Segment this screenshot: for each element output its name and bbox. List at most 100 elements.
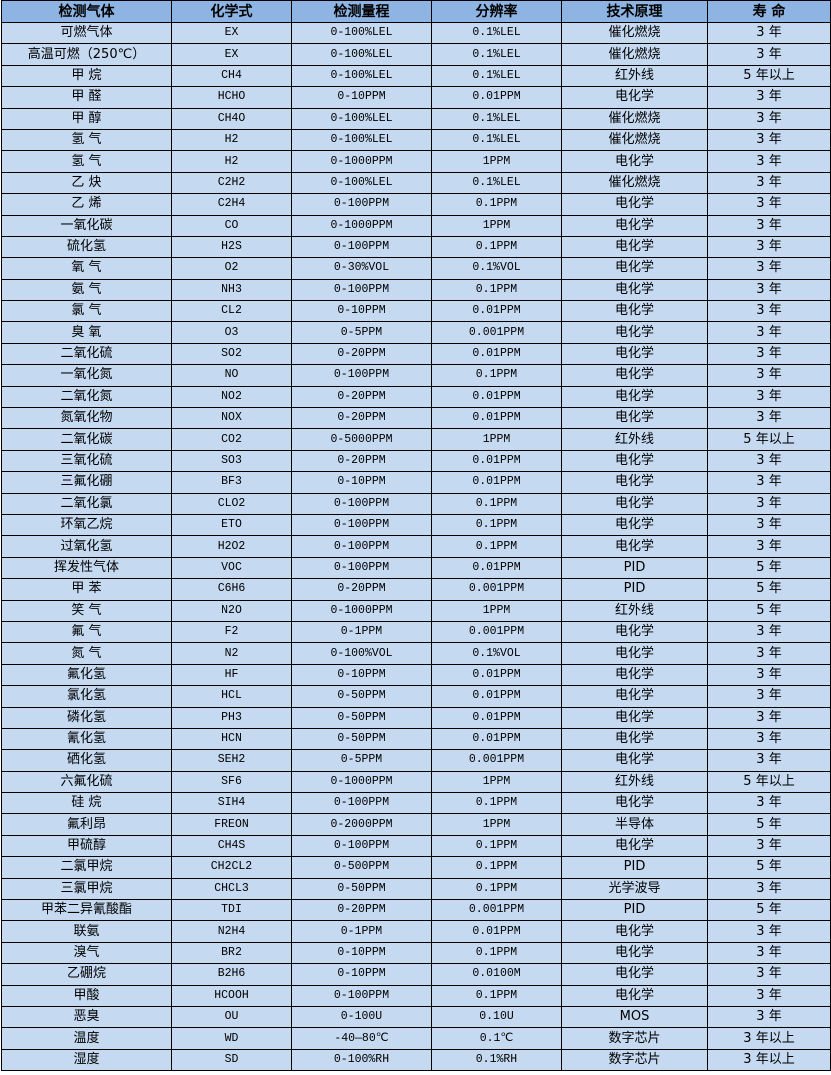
cell-principle: 催化燃烧 [561,21,708,45]
cell-gas: 六氟化硫 [1,770,172,794]
table-row: 氮 气 N2 0-100%VOL 0.1%VOL 电化学 3 年 [1,642,831,665]
table-row: 乙 炔 C2H2 0-100%LEL 0.1%LEL 催化燃烧 3 年 [1,171,831,195]
cell-lifetime: 3 年 [707,749,831,772]
cell-resolution: 0.01PPM [431,300,562,323]
table-row: 二氧化碳 CO2 0-5000PPM 1PPM 红外线 5 年以上 [1,428,831,451]
cell-gas: 氨 气 [1,278,172,302]
cell-lifetime: 5 年以上 [707,64,831,88]
cell-gas: 二氧化碳 [1,428,172,451]
cell-lifetime: 3 年 [707,471,831,494]
cell-formula: TDI [171,899,292,922]
cell-resolution: 0.001PPM [431,620,562,644]
cell-principle: PID [561,556,708,580]
cell-principle: 电化学 [561,642,708,665]
cell-gas: 可燃气体 [1,21,172,45]
cell-formula: N2 [171,642,292,665]
cell-resolution: 0.001PPM [431,749,562,772]
cell-formula: C2H4 [171,193,292,216]
cell-resolution: 0.1%LEL [431,171,562,195]
cell-resolution: 1PPM [431,599,562,622]
cell-range: 0-5000PPM [291,428,432,451]
cell-gas: 氢 气 [1,150,172,173]
cell-formula: B2H6 [171,963,292,986]
cell-gas: 硒化氢 [1,749,172,772]
cell-principle: 电化学 [561,792,708,815]
cell-resolution: 0.1%VOL [431,642,562,665]
table-row: 甲酸 HCOOH 0-100PPM 0.1PPM 电化学 3 年 [1,984,831,1007]
cell-range: 0-20PPM [291,342,432,366]
cell-principle: 电化学 [561,214,708,237]
cell-formula: CO [171,214,292,237]
cell-gas: 甲 烷 [1,64,172,88]
cell-lifetime: 3 年 [707,492,831,515]
table-row: 二氧化硫 SO2 0-20PPM 0.01PPM 电化学 3 年 [1,342,831,366]
table-row: 氢 气 H2 0-100%LEL 0.1%LEL 催化燃烧 3 年 [1,128,831,152]
cell-lifetime: 3 年 [707,941,831,965]
cell-formula: HF [171,663,292,687]
cell-range: 0-1000PPM [291,770,432,794]
cell-formula: NH3 [171,278,292,302]
cell-gas: 高温可燃（250℃） [1,43,172,66]
cell-gas: 温度 [1,1027,172,1050]
cell-range: 0-20PPM [291,385,432,409]
cell-formula: F2 [171,620,292,644]
table-row: 氟 气 F2 0-1PPM 0.001PPM 电化学 3 年 [1,620,831,644]
table-row: 溴气 BR2 0-10PPM 0.1PPM 电化学 3 年 [1,941,831,965]
table-row: 臭 氧 O3 0-5PPM 0.001PPM 电化学 3 年 [1,321,831,344]
cell-formula: C6H6 [171,578,292,601]
cell-lifetime: 3 年 [707,342,831,366]
cell-formula: SF6 [171,770,292,794]
cell-range: 0-1000PPM [291,150,432,173]
cell-formula: VOC [171,556,292,580]
cell-lifetime: 3 年 [707,43,831,66]
cell-principle: 电化学 [561,941,708,965]
cell-lifetime: 5 年 [707,556,831,580]
table-row: 乙 烯 C2H4 0-100PPM 0.1PPM 电化学 3 年 [1,193,831,216]
cell-gas: 乙硼烷 [1,963,172,986]
table-row: 可燃气体 EX 0-100%LEL 0.1%LEL 催化燃烧 3 年 [1,21,831,45]
table-row: 氯化氢 HCL 0-50PPM 0.01PPM 电化学 3 年 [1,685,831,708]
cell-gas: 三氧化硫 [1,449,172,473]
cell-range: 0-100%LEL [291,21,432,45]
cell-lifetime: 5 年 [707,578,831,601]
cell-range: 0-100%LEL [291,171,432,195]
cell-lifetime: 3 年 [707,278,831,302]
cell-gas: 甲酸 [1,984,172,1007]
cell-resolution: 0.01PPM [431,385,562,409]
cell-principle: 催化燃烧 [561,171,708,195]
header-row: 检测气体 化学式 检测量程 分辨率 技术原理 寿 命 [1,0,831,23]
cell-range: 0-100%LEL [291,64,432,88]
cell-principle: 电化学 [561,300,708,323]
cell-resolution: 0.1PPM [431,535,562,558]
cell-range: 0-100U [291,1005,432,1029]
cell-range: 0-10PPM [291,471,432,494]
cell-resolution: 1PPM [431,813,562,836]
cell-formula: SO2 [171,342,292,366]
cell-lifetime: 3 年 [707,920,831,943]
cell-lifetime: 3 年 [707,86,831,109]
table-row: 氟化氢 HF 0-10PPM 0.01PPM 电化学 3 年 [1,663,831,687]
cell-formula: H2S [171,235,292,259]
cell-principle: 电化学 [561,193,708,216]
cell-range: 0-100PPM [291,364,432,387]
cell-gas: 二氯甲烷 [1,856,172,879]
cell-principle: 催化燃烧 [561,107,708,130]
cell-resolution: 0.1PPM [431,492,562,515]
cell-principle: 电化学 [561,150,708,173]
table-row: 磷化氢 PH3 0-50PPM 0.01PPM 电化学 3 年 [1,706,831,729]
table-row: 氧 气 O2 0-30%VOL 0.1%VOL 电化学 3 年 [1,257,831,280]
cell-lifetime: 5 年 [707,813,831,836]
table-row: 一氧化氮 NO 0-100PPM 0.1PPM 电化学 3 年 [1,364,831,387]
cell-principle: 电化学 [561,471,708,494]
cell-resolution: 0.1PPM [431,984,562,1007]
table-row: 湿度 SD 0-100%RH 0.1%RH 数字芯片 3 年以上 [1,1048,831,1072]
cell-lifetime: 3 年 [707,364,831,387]
cell-resolution: 0.001PPM [431,899,562,922]
cell-resolution: 0.001PPM [431,578,562,601]
cell-lifetime: 3 年 [707,407,831,430]
cell-resolution: 0.1%LEL [431,43,562,66]
cell-range: 0-100%LEL [291,128,432,152]
cell-range: 0-50PPM [291,706,432,729]
cell-resolution: 0.1PPM [431,364,562,387]
